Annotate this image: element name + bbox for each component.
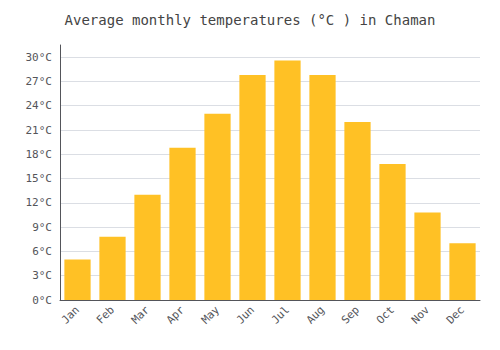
svg-text:Sep: Sep — [339, 303, 362, 326]
svg-text:3°C: 3°C — [32, 269, 52, 282]
svg-text:12°C: 12°C — [26, 196, 53, 209]
svg-text:Nov: Nov — [409, 303, 432, 326]
svg-text:Aug: Aug — [304, 303, 327, 326]
svg-text:21°C: 21°C — [26, 124, 53, 137]
svg-text:27°C: 27°C — [26, 75, 53, 88]
svg-text:0°C: 0°C — [32, 294, 52, 307]
svg-text:Dec: Dec — [444, 303, 467, 326]
svg-text:Oct: Oct — [374, 303, 397, 326]
svg-text:24°C: 24°C — [26, 99, 53, 112]
svg-text:Jun: Jun — [234, 303, 257, 326]
svg-text:Average monthly temperatures (: Average monthly temperatures (°C ) in Ch… — [65, 12, 436, 28]
svg-text:6°C: 6°C — [32, 245, 52, 258]
svg-text:Feb: Feb — [94, 303, 117, 326]
svg-text:18°C: 18°C — [26, 148, 53, 161]
svg-text:Apr: Apr — [164, 303, 187, 326]
svg-text:May: May — [199, 303, 222, 326]
svg-text:30°C: 30°C — [26, 51, 53, 64]
svg-text:Jul: Jul — [269, 303, 292, 326]
svg-text:15°C: 15°C — [26, 172, 53, 185]
svg-text:Mar: Mar — [129, 303, 152, 326]
svg-text:Jan: Jan — [59, 303, 82, 326]
svg-text:9°C: 9°C — [32, 221, 52, 234]
